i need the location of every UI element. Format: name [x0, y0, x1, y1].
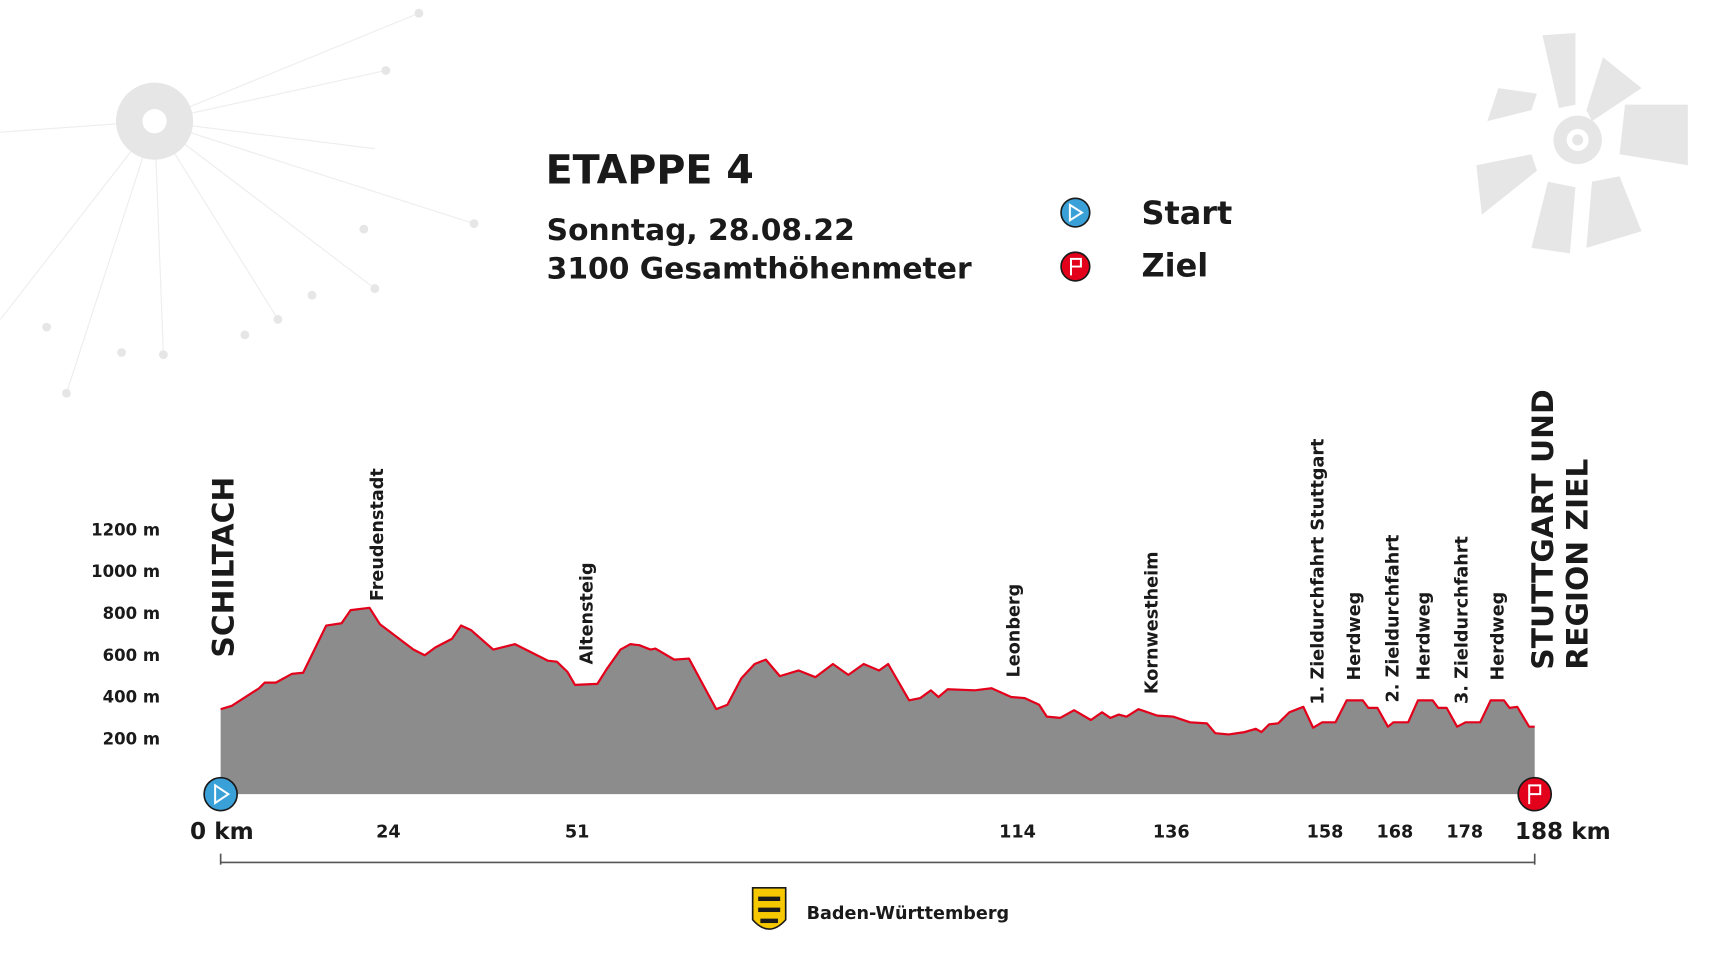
x-tick-label: 188 km: [1515, 819, 1611, 845]
x-tick-label: 158: [1307, 823, 1344, 843]
place-label: Kornwestheim: [1142, 551, 1162, 694]
place-label: Freudenstadt: [368, 468, 388, 602]
y-tick-label: 1000 m: [91, 562, 160, 581]
finish-marker: [1517, 776, 1553, 812]
date: Sonntag, 28.08.22: [547, 213, 855, 248]
place-label: 1. Zieldurchfahrt Stuttgart: [1309, 438, 1329, 705]
y-tick-label: 800 m: [103, 604, 160, 623]
place-label: 2. Zieldurchfahrt: [1384, 534, 1404, 702]
legend-start-icon: [1060, 197, 1091, 228]
legend-finish-icon: [1060, 251, 1091, 282]
x-tick-label: 51: [565, 823, 590, 843]
start-marker: [203, 776, 238, 812]
title: ETAPPE 4: [546, 147, 754, 193]
elevation-line: [220, 606, 1535, 736]
elevation-area: [220, 607, 1535, 795]
place-label: 3. Zieldurchfahrt: [1453, 536, 1473, 704]
subtitle: 3100 Gesamthöhenmeter: [547, 251, 972, 286]
place-label: Herdweg: [1488, 592, 1508, 681]
start-label: SCHILTACH: [207, 477, 242, 658]
legend-finish: Ziel: [1141, 247, 1208, 285]
footer-logo: [751, 886, 787, 930]
x-tick-label: 136: [1153, 823, 1190, 843]
footer: Baden-Württemberg: [807, 904, 1010, 924]
place-label: Leonberg: [1005, 584, 1025, 678]
place-label: Herdweg: [1345, 592, 1365, 681]
y-tick-label: 200 m: [103, 729, 160, 748]
x-tick-label: 0 km: [190, 819, 254, 845]
legend-start: Start: [1141, 194, 1232, 232]
decoration: [0, 8, 1688, 398]
y-tick-label: 400 m: [103, 688, 160, 707]
x-tick-label: 178: [1446, 823, 1483, 843]
finish-label: REGION ZIEL: [1560, 459, 1595, 670]
finish-label: STUTTGART UND: [1526, 389, 1561, 669]
y-tick-label: 1200 m: [91, 520, 160, 539]
x-tick-label: 24: [376, 823, 401, 843]
x-tick-label: 168: [1377, 823, 1414, 843]
place-label: Altensteig: [578, 562, 598, 664]
y-tick-label: 600 m: [103, 646, 160, 665]
place-label: Herdweg: [1414, 592, 1434, 681]
x-tick-label: 114: [999, 823, 1036, 843]
